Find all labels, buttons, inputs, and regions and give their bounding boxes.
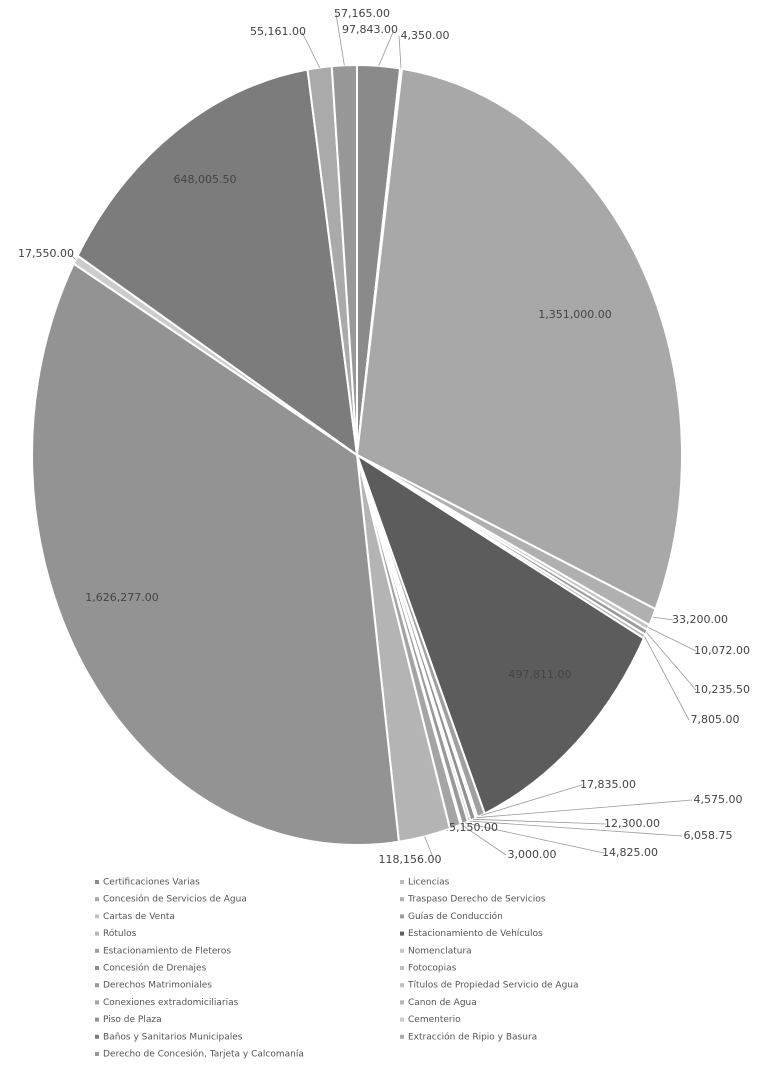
legend-swatch xyxy=(95,897,99,902)
data-label: 10,235.50 xyxy=(694,683,750,696)
legend-label: Títulos de Propiedad Servicio de Agua xyxy=(407,981,579,991)
pie-slice xyxy=(355,67,683,611)
legend-swatch xyxy=(400,983,404,988)
data-label: 1,351,000.00 xyxy=(538,308,611,321)
legend-label: Extracción de Ripio y Basura xyxy=(408,1031,537,1042)
legend-swatch xyxy=(95,931,99,936)
legend-swatch xyxy=(95,1000,99,1005)
pie-slice xyxy=(76,68,359,458)
leader-line xyxy=(424,836,435,861)
legend-swatch xyxy=(95,966,99,970)
legend-label: Canon de Agua xyxy=(408,998,477,1008)
pie-slice xyxy=(31,262,400,846)
legend-swatch xyxy=(95,914,99,919)
data-label: 55,161.00 xyxy=(250,25,306,38)
data-label: 10,072.00 xyxy=(694,644,750,657)
leader-line xyxy=(69,253,76,260)
legend-swatch xyxy=(400,966,404,970)
leader-line xyxy=(398,35,402,69)
legend-label: Baños y Sanitarios Municipales xyxy=(103,1032,243,1042)
legend-label: Fotocopias xyxy=(408,964,457,974)
leader-line xyxy=(480,784,583,816)
data-label: 7,805.00 xyxy=(691,713,740,726)
legend-swatch xyxy=(95,1017,99,1022)
data-label: 57,165.00 xyxy=(334,7,390,20)
legend-swatch xyxy=(400,931,404,936)
pie-slice xyxy=(355,452,646,816)
data-label: 648,005.50 xyxy=(174,173,237,186)
leader-line xyxy=(301,31,320,68)
legend-label: Nomenclatura xyxy=(408,946,472,956)
legend-label: Guías de Conducción xyxy=(408,911,503,922)
legend-swatch xyxy=(400,914,404,919)
legend-label: Estacionamiento de Fleteros xyxy=(103,946,231,956)
legend-label: Concesión de Servicios de Agua xyxy=(103,894,247,905)
data-label: 33,200.00 xyxy=(672,613,728,626)
legend-label: Conexiones extradomiciliarias xyxy=(103,998,239,1008)
pie-slice xyxy=(330,63,358,456)
legend-label: Rótulos xyxy=(103,928,137,939)
leader-line xyxy=(646,632,697,691)
legend-label: Concesión de Drenajes xyxy=(103,963,207,974)
data-label: 17,550.00 xyxy=(18,247,74,260)
legend-swatch xyxy=(95,948,99,953)
legend-label: Certificaciones Varias xyxy=(103,878,200,888)
legend-swatch xyxy=(400,880,404,884)
legend-swatch xyxy=(400,1017,404,1022)
leader-line xyxy=(652,616,675,621)
data-label: 3,000.00 xyxy=(508,848,557,861)
leader-line xyxy=(476,799,693,819)
leader-line xyxy=(473,818,607,825)
data-label: 1,626,277.00 xyxy=(85,591,158,604)
legend-label: Derecho de Concesión, Tarjeta y Calcoman… xyxy=(103,1049,304,1060)
legend-swatch xyxy=(95,983,99,988)
legend-label: Estacionamiento de Vehículos xyxy=(408,929,543,939)
legend-swatch xyxy=(400,897,404,902)
leader-line xyxy=(378,29,395,67)
data-label: 6,058.75 xyxy=(684,829,733,842)
data-label: 14,825.00 xyxy=(602,846,658,859)
legend-label: Traspaso Derecho de Servicios xyxy=(407,895,546,905)
data-label: 4,350.00 xyxy=(401,29,450,42)
data-label: 118,156.00 xyxy=(379,853,442,866)
leader-line xyxy=(464,822,605,854)
data-label: 25,150.00 xyxy=(442,821,498,834)
legend-swatch xyxy=(95,880,99,884)
legend-label: Cartas de Venta xyxy=(103,912,175,922)
leader-line xyxy=(460,824,507,856)
data-label: 497,811.00 xyxy=(509,668,572,681)
leader-line xyxy=(644,636,690,721)
legend-swatch xyxy=(400,1034,404,1039)
leader-line xyxy=(469,820,683,837)
legend-swatch xyxy=(95,1034,99,1039)
data-label: 97,843.00 xyxy=(342,23,398,36)
legend-swatch xyxy=(95,1052,99,1056)
leader-line xyxy=(648,627,697,652)
legend-label: Cementerio xyxy=(408,1015,461,1025)
data-label: 4,575.00 xyxy=(694,793,743,806)
legend-label: Piso de Plaza xyxy=(103,1015,162,1025)
legend-label: Derechos Matrimoniales xyxy=(103,981,212,991)
data-label: 17,835.00 xyxy=(580,778,636,791)
legend-label: Licencias xyxy=(408,878,450,888)
leader-line xyxy=(335,13,345,66)
legend-swatch xyxy=(400,1000,404,1005)
data-label: 12,300.00 xyxy=(604,817,660,830)
legend-swatch xyxy=(400,948,404,953)
